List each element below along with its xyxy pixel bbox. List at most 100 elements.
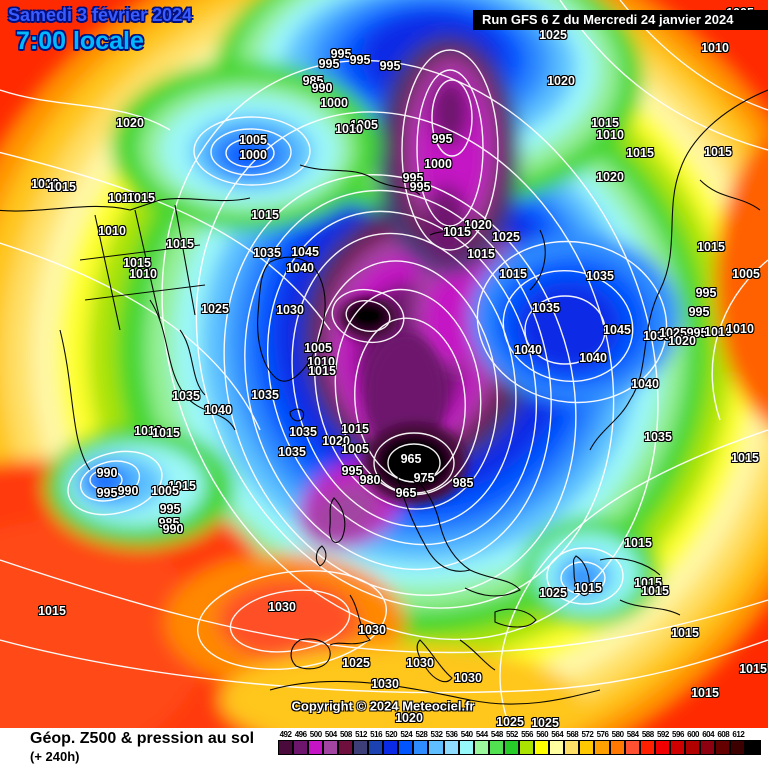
scale-value: 552 (506, 730, 518, 739)
scale-value: 508 (339, 730, 352, 739)
scale-cell: 492 (277, 730, 293, 755)
product-title: Géop. Z500 & pression au sol (30, 730, 255, 747)
scale-swatch (654, 740, 670, 755)
scale-cell: 552 (503, 730, 519, 755)
forecast-datetime: Samedi 3 février 2024 7:00 locale (8, 5, 193, 55)
scale-swatch (307, 740, 323, 755)
scale-cell: 524 (398, 730, 414, 755)
coastlines (0, 89, 768, 705)
scale-value: 604 (702, 730, 715, 739)
scale-value: 512 (355, 730, 367, 739)
scale-cell: 612 (730, 730, 746, 755)
scale-value: 528 (415, 730, 428, 739)
scale-swatch (594, 740, 610, 755)
scale-value: 584 (626, 730, 639, 739)
scale-cell (745, 730, 761, 755)
map-canvas (0, 0, 768, 728)
scale-value: 564 (551, 730, 564, 739)
scale-cell: 496 (292, 730, 308, 755)
scale-value: 556 (521, 730, 533, 739)
scale-cell: 608 (715, 730, 731, 755)
scale-swatch (715, 740, 731, 755)
scale-cell: 588 (639, 730, 655, 755)
scale-swatch (669, 740, 686, 755)
scale-swatch (745, 740, 761, 755)
scale-swatch (730, 740, 746, 755)
scale-cell: 600 (685, 730, 701, 755)
scale-swatch (428, 740, 444, 755)
scale-swatch (458, 740, 474, 755)
forecast-offset: (+ 240h) (30, 749, 80, 764)
scale-value: 576 (596, 730, 609, 739)
scale-swatch (352, 740, 369, 755)
scale-cell: 560 (534, 730, 550, 755)
scale-swatch (639, 740, 655, 755)
product-title-block: Géop. Z500 & pression au sol (+ 240h) (30, 730, 254, 764)
scale-swatch (368, 740, 384, 755)
scale-cell: 504 (322, 730, 338, 755)
scale-swatch (322, 740, 338, 755)
scale-value: 600 (687, 730, 699, 739)
scale-cell: 500 (307, 730, 323, 755)
scale-swatch (277, 740, 293, 755)
copyright-notice: Copyright © 2024 Meteociel.fr (291, 698, 475, 714)
scale-value: 588 (641, 730, 654, 739)
scale-cell: 556 (519, 730, 535, 755)
geopotential-map: 1020 1005 1000 1015 995 995 995 995 985 990 1000 10… (0, 0, 768, 728)
scale-value: 532 (430, 730, 443, 739)
model-run-info: Run GFS 6 Z du Mercredi 24 janvier 2024 (473, 10, 768, 30)
scale-value: 504 (324, 730, 337, 739)
scale-swatch (534, 740, 550, 755)
scale-cell: 604 (700, 730, 716, 755)
scale-value: 536 (445, 730, 458, 739)
legend-footer: Géop. Z500 & pression au sol (+ 240h) 49… (0, 728, 768, 768)
scale-cell: 516 (368, 730, 384, 755)
scale-value: 520 (385, 730, 398, 739)
forecast-time: 7:00 locale (16, 26, 144, 55)
scale-swatch (579, 740, 595, 755)
scale-cell: 580 (609, 730, 625, 755)
scale-value: 524 (400, 730, 413, 739)
scale-cell: 540 (458, 730, 474, 755)
scale-value: 544 (475, 730, 488, 739)
scale-value: 548 (490, 730, 503, 739)
scale-swatch (292, 740, 308, 755)
scale-cell: 596 (669, 730, 686, 755)
scale-value: 500 (309, 730, 322, 739)
scale-value: 572 (581, 730, 594, 739)
scale-cell: 564 (549, 730, 565, 755)
scale-cell: 536 (443, 730, 459, 755)
scale-swatch (700, 740, 716, 755)
scale-swatch (473, 740, 489, 755)
scale-swatch (609, 740, 625, 755)
scale-swatch (337, 740, 353, 755)
scale-cell: 584 (624, 730, 640, 755)
scale-value: 612 (732, 730, 745, 739)
scale-value: 496 (294, 730, 307, 739)
scale-cell: 592 (654, 730, 670, 755)
scale-swatch (503, 740, 519, 755)
scale-value: 568 (566, 730, 579, 739)
scale-cell: 512 (352, 730, 369, 755)
scale-cell: 548 (488, 730, 504, 755)
scale-swatch (519, 740, 535, 755)
scale-swatch (443, 740, 459, 755)
scale-swatch (564, 740, 580, 755)
scale-value: 540 (460, 730, 473, 739)
scale-swatch (685, 740, 701, 755)
scale-swatch (488, 740, 504, 755)
scale-cell: 568 (564, 730, 580, 755)
scale-cell: 544 (473, 730, 489, 755)
forecast-date: Samedi 3 février 2024 (8, 5, 193, 25)
scale-value: 580 (611, 730, 624, 739)
scale-cell: 576 (594, 730, 610, 755)
scale-swatch (624, 740, 640, 755)
scale-value: 596 (672, 730, 684, 739)
scale-swatch (549, 740, 565, 755)
color-scale: 492 496 500 504 508 512 516 520 524 528 532 536 540 5… (277, 730, 761, 755)
scale-value: 516 (370, 730, 383, 739)
scale-value: 560 (536, 730, 549, 739)
scale-value: 592 (656, 730, 669, 739)
scale-value: 608 (717, 730, 730, 739)
